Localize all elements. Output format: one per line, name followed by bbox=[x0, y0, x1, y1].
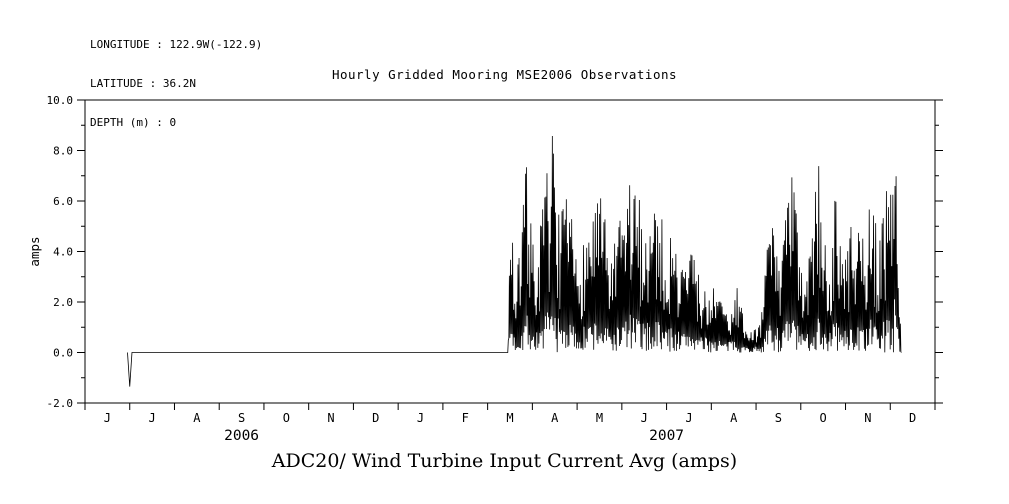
month-tick-label: J bbox=[417, 411, 424, 425]
year-label: 2006 bbox=[224, 428, 259, 444]
y-tick-label: -2.0 bbox=[47, 397, 74, 410]
month-tick-label: A bbox=[730, 411, 738, 425]
coordinates-header: LONGITUDE : 122.9W(-122.9) LATITUDE : 36… bbox=[90, 12, 262, 155]
month-tick-label: J bbox=[104, 411, 111, 425]
month-tick-label: O bbox=[820, 411, 827, 425]
month-tick-label: S bbox=[238, 411, 245, 425]
month-tick-label: D bbox=[909, 411, 916, 425]
series-caption: ADC20/ Wind Turbine Input Current Avg (a… bbox=[271, 450, 738, 472]
year-label: 2007 bbox=[649, 428, 684, 444]
chart-title: Hourly Gridded Mooring MSE2006 Observati… bbox=[331, 67, 678, 82]
month-tick-label: M bbox=[596, 411, 603, 425]
y-tick-label: 4.0 bbox=[53, 246, 73, 259]
month-tick-label: M bbox=[506, 411, 513, 425]
y-tick-label: 0.0 bbox=[53, 347, 73, 360]
month-tick-label: A bbox=[193, 411, 201, 425]
y-axis-label: amps bbox=[27, 236, 42, 266]
depth-line: DEPTH (m) : 0 bbox=[90, 116, 177, 129]
month-tick-label: J bbox=[641, 411, 648, 425]
month-tick-label: F bbox=[462, 411, 469, 425]
y-tick-label: 2.0 bbox=[53, 296, 73, 309]
axis-frame bbox=[84, 99, 936, 404]
y-tick-label: 6.0 bbox=[53, 195, 73, 208]
month-tick-label: S bbox=[775, 411, 782, 425]
y-tick-label: 10.0 bbox=[47, 94, 74, 107]
latitude-line: LATITUDE : 36.2N bbox=[90, 77, 196, 90]
month-tick-label: D bbox=[372, 411, 379, 425]
month-tick-label: J bbox=[685, 411, 692, 425]
month-tick-label: N bbox=[327, 411, 334, 425]
month-tick-label: N bbox=[864, 411, 871, 425]
series-line bbox=[127, 136, 902, 387]
month-tick-label: O bbox=[283, 411, 290, 425]
month-tick-label: J bbox=[148, 411, 155, 425]
longitude-line: LONGITUDE : 122.9W(-122.9) bbox=[90, 38, 263, 51]
y-tick-label: 8.0 bbox=[53, 145, 73, 158]
month-tick-label: A bbox=[551, 411, 559, 425]
